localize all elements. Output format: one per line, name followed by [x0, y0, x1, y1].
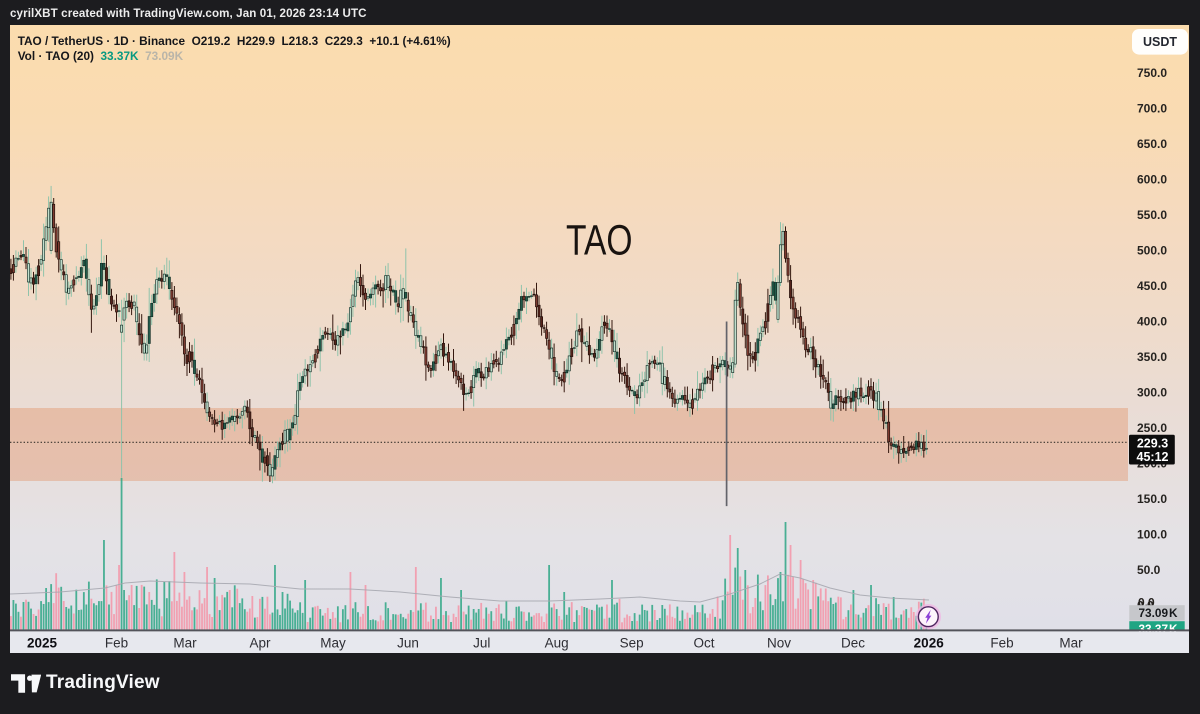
svg-text:Dec: Dec: [841, 636, 865, 651]
svg-text:Sep: Sep: [620, 636, 644, 651]
svg-text:100.0: 100.0: [1137, 528, 1167, 542]
svg-text:Apr: Apr: [249, 636, 271, 651]
svg-text:250.0: 250.0: [1137, 421, 1167, 435]
svg-text:2025: 2025: [27, 636, 58, 651]
svg-text:350.0: 350.0: [1137, 350, 1167, 364]
svg-text:May: May: [320, 636, 346, 651]
svg-text:Nov: Nov: [767, 636, 791, 651]
svg-text:Feb: Feb: [105, 636, 128, 651]
svg-text:Feb: Feb: [990, 636, 1013, 651]
svg-text:Oct: Oct: [693, 636, 714, 651]
svg-text:2026: 2026: [914, 636, 945, 651]
svg-text:50.0: 50.0: [1137, 563, 1161, 577]
svg-text:TAO: TAO: [566, 217, 633, 265]
svg-text:45:12: 45:12: [1137, 450, 1169, 464]
svg-text:Aug: Aug: [545, 636, 569, 651]
svg-text:Jun: Jun: [397, 636, 419, 651]
svg-text:700.0: 700.0: [1137, 102, 1167, 116]
svg-text:150.0: 150.0: [1137, 492, 1167, 506]
svg-text:Mar: Mar: [1059, 636, 1083, 651]
svg-text:Vol · TAO (20) 33.37K 73.09K: Vol · TAO (20) 33.37K 73.09K: [18, 49, 184, 63]
svg-text:500.0: 500.0: [1137, 244, 1167, 258]
svg-text:229.3: 229.3: [1137, 436, 1168, 450]
svg-text:450.0: 450.0: [1137, 279, 1167, 293]
svg-text:650.0: 650.0: [1137, 137, 1167, 151]
svg-text:400.0: 400.0: [1137, 315, 1167, 329]
svg-text:600.0: 600.0: [1137, 173, 1167, 187]
svg-text:750.0: 750.0: [1137, 66, 1167, 80]
svg-text:Mar: Mar: [173, 636, 197, 651]
svg-text:73.09 K: 73.09 K: [1138, 606, 1178, 620]
svg-text:USDT: USDT: [1143, 35, 1177, 49]
svg-text:300.0: 300.0: [1137, 386, 1167, 400]
svg-text:550.0: 550.0: [1137, 208, 1167, 222]
svg-text:Jul: Jul: [473, 636, 490, 651]
svg-text:TAO / TetherUS · 1D · Binance: TAO / TetherUS · 1D · Binance O219.2 H22…: [18, 34, 451, 48]
